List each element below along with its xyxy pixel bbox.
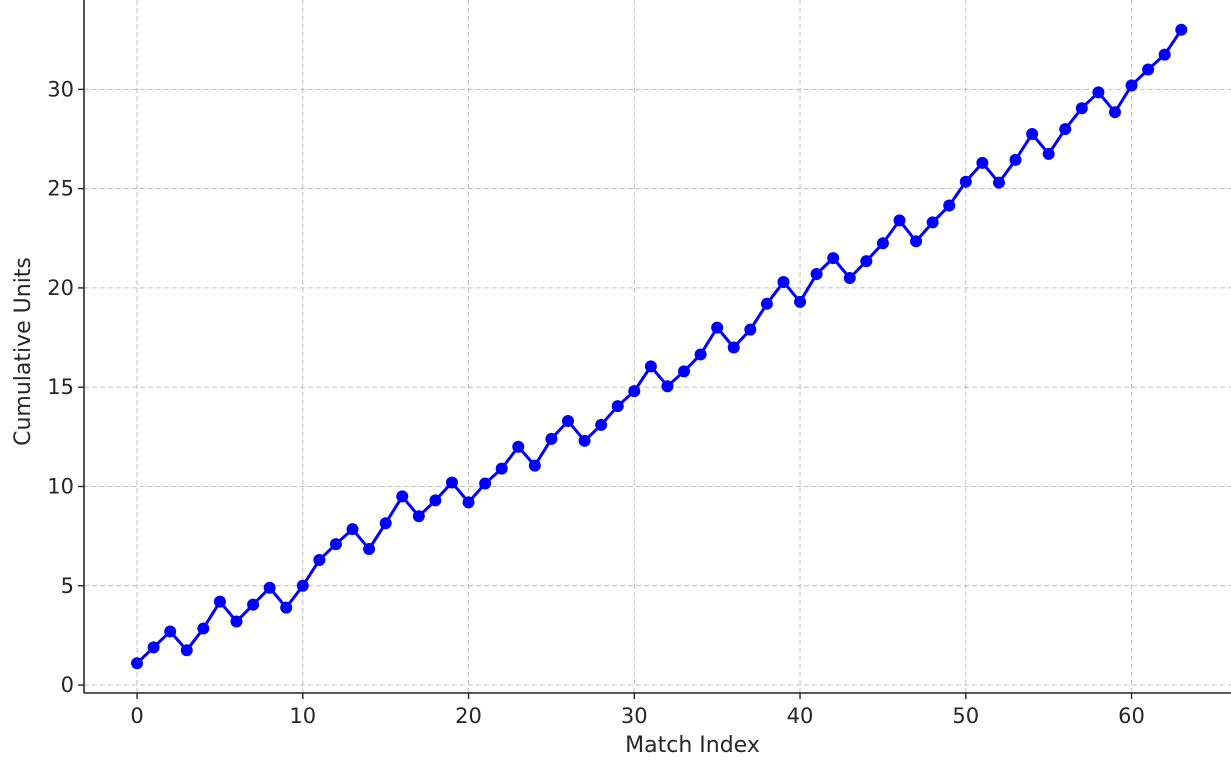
data-point: [230, 615, 243, 628]
data-point: [1142, 63, 1155, 76]
data-point: [363, 543, 376, 556]
data-point: [644, 360, 657, 373]
data-point: [528, 459, 541, 472]
data-point: [976, 156, 989, 169]
grid-lines: [84, 0, 1231, 693]
data-series: [131, 23, 1188, 670]
data-point: [678, 365, 691, 378]
x-tick-label: 60: [1118, 704, 1145, 728]
y-tick-label: 5: [61, 574, 74, 598]
data-point: [1042, 147, 1055, 160]
axes: [78, 0, 1231, 699]
data-point: [661, 380, 674, 393]
data-point: [429, 494, 442, 507]
data-point: [197, 622, 210, 635]
data-point: [479, 477, 492, 490]
data-point: [280, 601, 293, 614]
data-point: [213, 595, 226, 608]
data-point: [777, 275, 790, 288]
data-point: [396, 490, 409, 503]
data-point: [561, 414, 574, 427]
data-point: [545, 432, 558, 445]
y-tick-label: 0: [61, 673, 74, 697]
data-point: [445, 476, 458, 489]
data-point: [131, 657, 144, 670]
data-point: [263, 581, 276, 594]
data-point: [1075, 102, 1088, 115]
data-point: [1175, 23, 1188, 36]
data-point: [1108, 106, 1121, 119]
data-point: [1092, 86, 1105, 99]
data-point: [164, 625, 177, 638]
data-point: [1009, 153, 1022, 166]
data-point: [893, 214, 906, 227]
x-tick-label: 40: [787, 704, 814, 728]
data-point: [611, 400, 624, 413]
data-point: [147, 641, 160, 654]
data-point: [727, 341, 740, 354]
data-point: [462, 496, 475, 509]
x-tick-label: 0: [130, 704, 143, 728]
data-point: [329, 538, 342, 551]
data-point: [379, 517, 392, 530]
data-point: [1059, 123, 1072, 136]
data-point: [180, 644, 193, 657]
data-point: [1125, 79, 1138, 92]
data-point: [628, 385, 641, 398]
data-point: [694, 348, 707, 361]
data-point: [1158, 48, 1171, 61]
x-tick-label: 30: [621, 704, 648, 728]
data-point: [910, 235, 923, 248]
series-line: [136, 28, 1183, 665]
data-point: [296, 579, 309, 592]
data-point: [1026, 128, 1039, 141]
data-point: [595, 418, 608, 431]
data-point: [860, 255, 873, 268]
x-tick-label: 20: [455, 704, 482, 728]
y-tick-label: 20: [47, 276, 74, 300]
data-point: [711, 321, 724, 334]
data-point: [744, 323, 757, 336]
y-tick-label: 30: [47, 77, 74, 101]
tick-labels: 0 10 20 30 40 50 60 0 5 10 15 20 25 30: [47, 77, 1145, 728]
data-point: [495, 462, 508, 475]
data-point: [943, 199, 956, 212]
data-point: [794, 295, 807, 308]
data-point: [926, 216, 939, 229]
data-point: [512, 440, 525, 453]
y-axis-label: Cumulative Units: [11, 257, 36, 446]
data-point: [578, 434, 591, 447]
y-tick-label: 15: [47, 375, 74, 399]
data-point: [876, 237, 889, 250]
x-axis-label: Match Index: [625, 733, 760, 758]
data-point: [959, 175, 972, 188]
data-point: [810, 268, 823, 281]
data-point: [992, 176, 1005, 189]
data-point: [346, 523, 359, 536]
data-point: [247, 598, 260, 611]
x-tick-label: 10: [289, 704, 316, 728]
data-point: [827, 252, 840, 265]
x-tick-label: 50: [952, 704, 979, 728]
data-point: [760, 297, 773, 310]
y-tick-label: 25: [47, 177, 74, 201]
y-tick-label: 10: [47, 474, 74, 498]
data-point: [412, 510, 425, 523]
data-point: [843, 271, 856, 284]
data-point: [313, 553, 326, 566]
